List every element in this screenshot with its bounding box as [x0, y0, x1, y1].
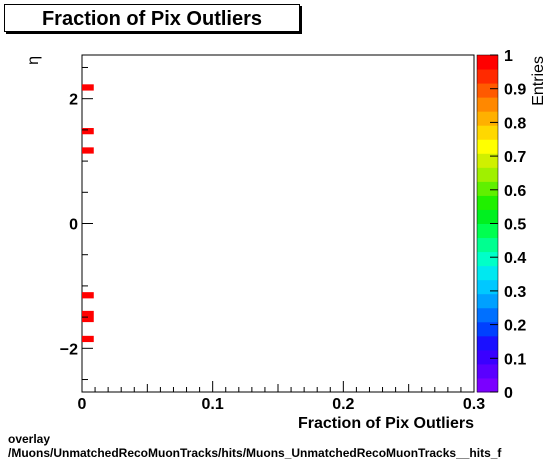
heatmap-cell	[82, 335, 94, 343]
color-scale-band	[477, 209, 498, 224]
color-scale-tick-label: 0	[504, 385, 513, 402]
color-axis-title: Entries	[530, 56, 546, 106]
color-scale-tick-label: 1	[504, 48, 513, 65]
color-scale-tick-label: 0.8	[504, 115, 526, 132]
color-scale-tick-label: 0.2	[504, 318, 526, 335]
footer-line-2: /Muons/UnmatchedRecoMuonTracks/hits/Muon…	[8, 446, 502, 460]
color-scale-band	[477, 195, 498, 210]
color-scale-band	[477, 251, 498, 267]
chart-canvas: 0 0.1 0.2 0.3 −2 0 2 0 0.1 0.2 0.3 0.4 0.5 0.6 0.7 0.8…	[25, 48, 546, 432]
color-scale-band	[477, 335, 498, 351]
chart-title: Fraction of Pix Outliers	[41, 8, 263, 30]
color-scale-band	[477, 181, 498, 196]
x-tick-label: 0	[78, 396, 87, 413]
color-scale-band	[477, 307, 498, 323]
color-scale-band	[477, 83, 498, 98]
color-scale-band	[477, 69, 498, 84]
color-scale-band	[477, 125, 498, 140]
heatmap-cell	[82, 292, 94, 299]
y-tick-label: 0	[69, 217, 78, 234]
heatmap-cell	[82, 147, 94, 154]
x-axis-title: Fraction of Pix Outliers	[298, 415, 474, 432]
color-scale-tick-label: 0.5	[504, 217, 526, 234]
color-scale-tick-label: 0.3	[504, 284, 526, 301]
color-scale-band	[477, 349, 498, 365]
color-scale-band	[477, 363, 498, 379]
color-scale-band	[477, 265, 498, 281]
y-axis-title: η	[25, 56, 42, 65]
color-scale-band	[477, 321, 498, 337]
axes: 0 0.1 0.2 0.3 −2 0 2	[60, 66, 485, 413]
color-scale-band	[477, 97, 498, 112]
footer-caption: overlay /Muons/UnmatchedRecoMuonTracks/h…	[8, 432, 501, 460]
heatmap-cell	[82, 84, 94, 91]
color-scale-tick-label: 0.7	[504, 149, 526, 166]
x-tick-label: 0.3	[463, 396, 485, 413]
color-scale-tick-label: 0.1	[504, 351, 526, 368]
color-scale-band	[477, 111, 498, 126]
color-scale-tick-label: 0.6	[504, 183, 526, 200]
heatmap-cell	[82, 310, 94, 323]
plot-area	[81, 54, 475, 393]
color-scale-band	[477, 223, 498, 239]
color-scale-band	[477, 237, 498, 253]
y-tick-label: −2	[60, 341, 78, 358]
chart-title-box: Fraction of Pix Outliers	[4, 4, 300, 32]
color-scale: 0 0.1 0.2 0.3 0.4 0.5 0.6 0.7 0.8 0.9 1	[476, 48, 526, 402]
y-tick-label: 2	[69, 92, 78, 109]
color-scale-band	[477, 167, 498, 182]
x-tick-label: 0.1	[202, 396, 224, 413]
color-scale-band	[477, 139, 498, 154]
color-scale-band	[477, 55, 498, 70]
color-scale-band	[477, 293, 498, 309]
plot-frame	[81, 54, 475, 393]
heatmap-cell	[82, 128, 94, 135]
x-tick-label: 0.2	[332, 396, 354, 413]
color-scale-tick-label: 0.4	[504, 250, 526, 267]
color-scale-band	[477, 279, 498, 295]
color-scale-band	[477, 153, 498, 168]
footer-line-1: overlay	[8, 432, 51, 446]
color-scale-band	[477, 377, 498, 393]
color-scale-tick-label: 0.9	[504, 82, 526, 99]
heatmap-cells	[82, 84, 94, 343]
